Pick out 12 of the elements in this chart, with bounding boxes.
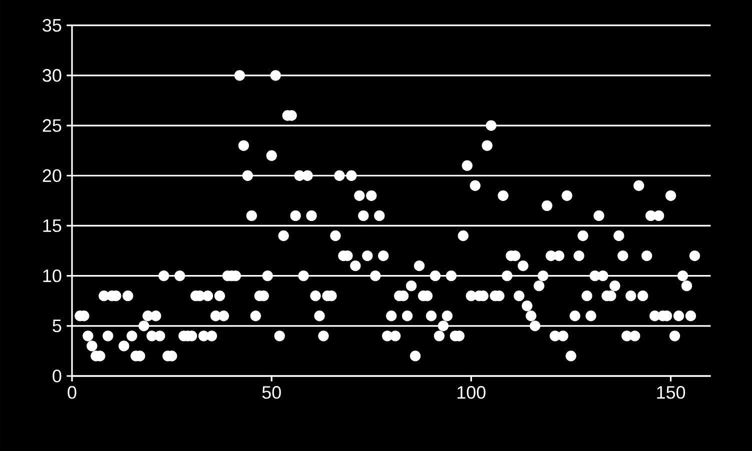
y-tick-label: 35 (42, 18, 62, 32)
y-tick-label: 5 (52, 320, 62, 332)
y-tick-label: 25 (42, 119, 62, 132)
y-tick-label: 10 (43, 269, 62, 282)
x-tick-label: 150 (657, 386, 686, 399)
y-tick-label: 15 (43, 219, 62, 232)
x-tick-label: 0 (68, 386, 76, 399)
x-tick-label: 100 (458, 386, 486, 399)
x-tick-label: 50 (262, 386, 281, 399)
y-tick-label: 20 (42, 169, 62, 182)
y-tick-label: 30 (42, 69, 62, 82)
y-tick-label: 0 (52, 370, 62, 382)
